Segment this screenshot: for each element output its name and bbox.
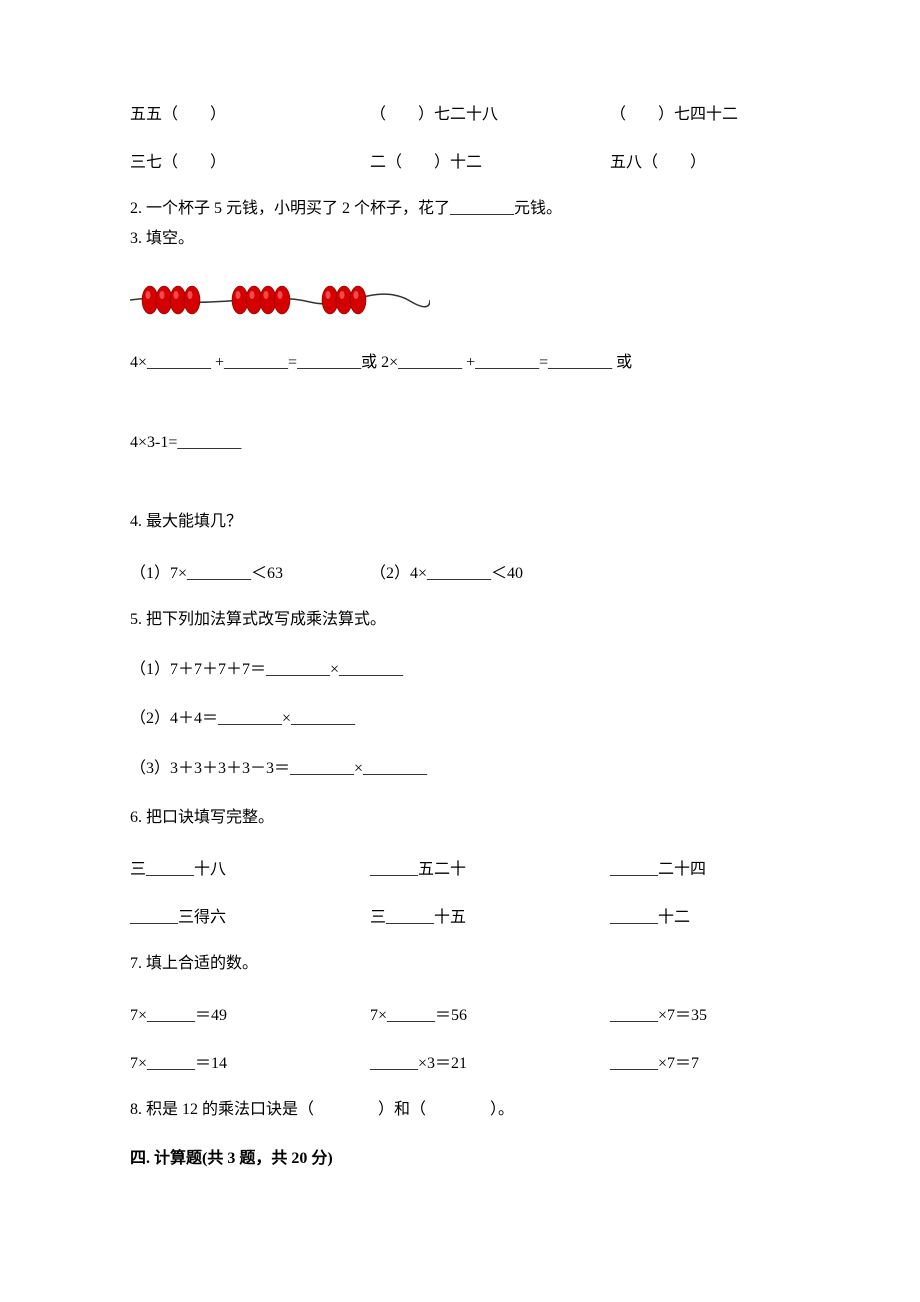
section4-heading: 四. 计算题(共 3 题，共 20 分) bbox=[130, 1146, 790, 1172]
q1-row1: 五五（ ） （ ）七二十八 （ ）七四十二 bbox=[130, 100, 790, 124]
bead-diagram bbox=[130, 275, 790, 330]
q1-r2-b: 二（ ）十二 bbox=[310, 148, 550, 172]
q1-r1-a: 五五（ ） bbox=[130, 100, 310, 124]
q7-r2-b: ______×3＝21 bbox=[310, 1049, 550, 1073]
q7-r1-c: ______×7＝35 bbox=[550, 1001, 790, 1025]
q6-r1-b: ______五二十 bbox=[310, 855, 550, 879]
q5-2: （2）4＋4＝________×________ bbox=[130, 706, 790, 732]
q1-row2: 三七（ ） 二（ ）十二 五八（ ） bbox=[130, 148, 790, 172]
q4-b: （2）4×________＜40 bbox=[310, 559, 550, 583]
q4-row: （1）7×________＜63 （2）4×________＜40 bbox=[130, 559, 790, 583]
q6-row1: 三______十八 ______五二十 ______二十四 bbox=[130, 855, 790, 879]
q8-text: 8. 积是 12 的乘法口诀是（ ）和（ ）。 bbox=[130, 1097, 790, 1123]
q3-expr-b: 4×3-1=________ bbox=[130, 430, 790, 456]
q2-text: 2. 一个杯子 5 元钱，小明买了 2 个杯子，花了________元钱。 bbox=[130, 196, 790, 222]
q4-a: （1）7×________＜63 bbox=[130, 559, 310, 583]
q7-r2-a: 7×______＝14 bbox=[130, 1049, 310, 1073]
q6-r1-c: ______二十四 bbox=[550, 855, 790, 879]
q1-r2-a: 三七（ ） bbox=[130, 148, 310, 172]
q6-row2: ______三得六 三______十五 ______十二 bbox=[130, 903, 790, 927]
q6-r2-c: ______十二 bbox=[550, 903, 790, 927]
q6-r2-a: ______三得六 bbox=[130, 903, 310, 927]
q1-r2-c: 五八（ ） bbox=[550, 148, 790, 172]
q4-title: 4. 最大能填几？ bbox=[130, 509, 790, 535]
q1-r1-c: （ ）七四十二 bbox=[550, 100, 790, 124]
q6-r1-a: 三______十八 bbox=[130, 855, 310, 879]
q7-title: 7. 填上合适的数。 bbox=[130, 951, 790, 977]
q3-expr-a: 4×________ +________=________或 2×_______… bbox=[130, 350, 790, 376]
q7-row2: 7×______＝14 ______×3＝21 ______×7＝7 bbox=[130, 1049, 790, 1073]
q6-r2-b: 三______十五 bbox=[310, 903, 550, 927]
q5-3: （3）3＋3＋3＋3－3＝________×________ bbox=[130, 756, 790, 782]
q7-r1-b: 7×______＝56 bbox=[310, 1001, 550, 1025]
q5-1: （1）7＋7＋7＋7＝________×________ bbox=[130, 657, 790, 683]
q7-row1: 7×______＝49 7×______＝56 ______×7＝35 bbox=[130, 1001, 790, 1025]
q1-r1-b: （ ）七二十八 bbox=[310, 100, 550, 124]
q5-title: 5. 把下列加法算式改写成乘法算式。 bbox=[130, 607, 790, 633]
q7-r2-c: ______×7＝7 bbox=[550, 1049, 790, 1073]
q6-title: 6. 把口诀填写完整。 bbox=[130, 805, 790, 831]
q7-r1-a: 7×______＝49 bbox=[130, 1001, 310, 1025]
q3-title: 3. 填空。 bbox=[130, 226, 790, 252]
